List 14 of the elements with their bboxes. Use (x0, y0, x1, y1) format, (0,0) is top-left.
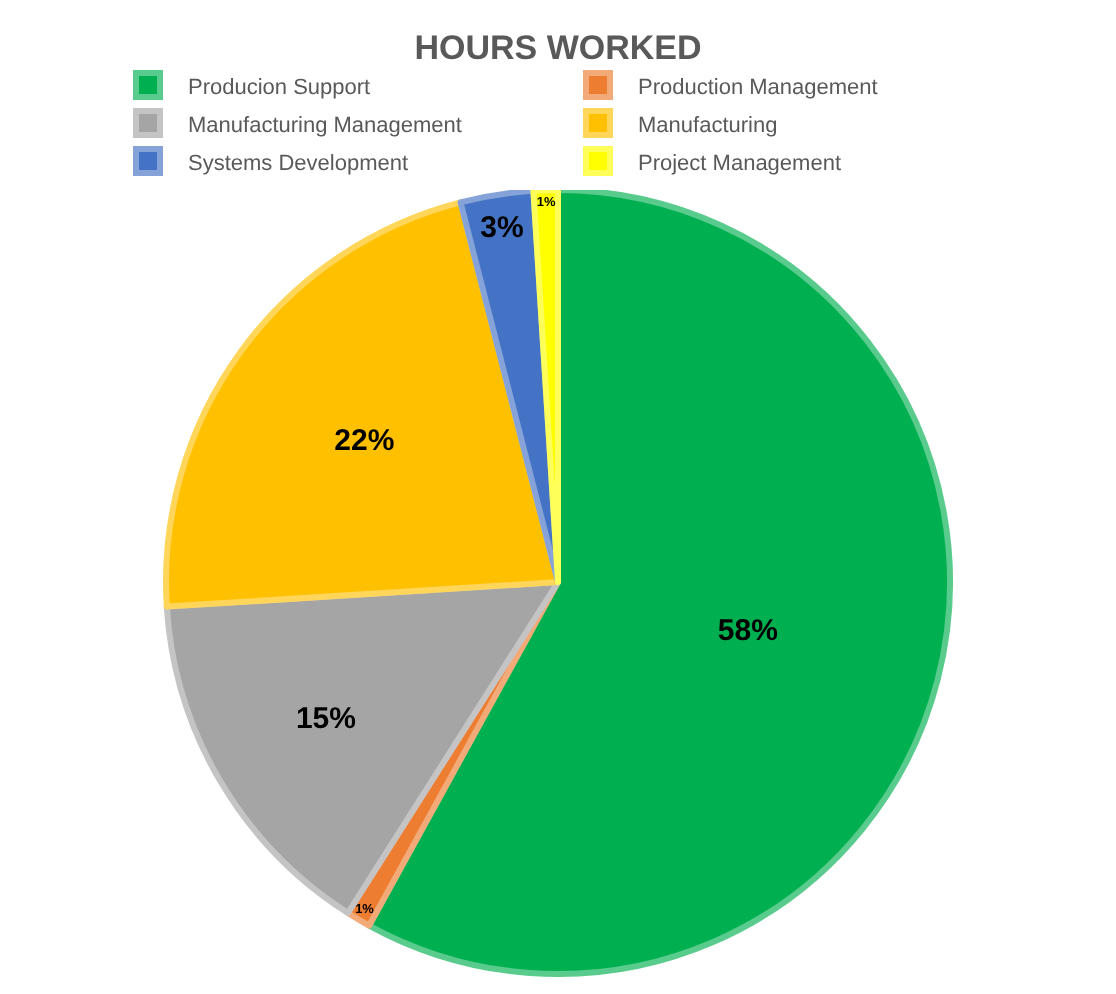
legend-label: Producion Support (188, 75, 371, 100)
data-label: 15% (295, 702, 356, 737)
data-label: 58% (717, 613, 778, 648)
legend-label: Manufacturing (638, 113, 778, 138)
legend-label: Project Management (638, 151, 841, 176)
legend-label: Manufacturing Management (188, 113, 462, 138)
pie-slice (163, 579, 561, 916)
pie-slice (530, 187, 561, 585)
data-label: 22% (334, 424, 395, 459)
pie-slice (163, 199, 561, 610)
chart-title: HOURS WORKED (414, 28, 702, 67)
legend-label: Production Management (638, 75, 878, 100)
data-label: 3% (480, 211, 524, 246)
legend-label: Systems Development (188, 151, 409, 176)
